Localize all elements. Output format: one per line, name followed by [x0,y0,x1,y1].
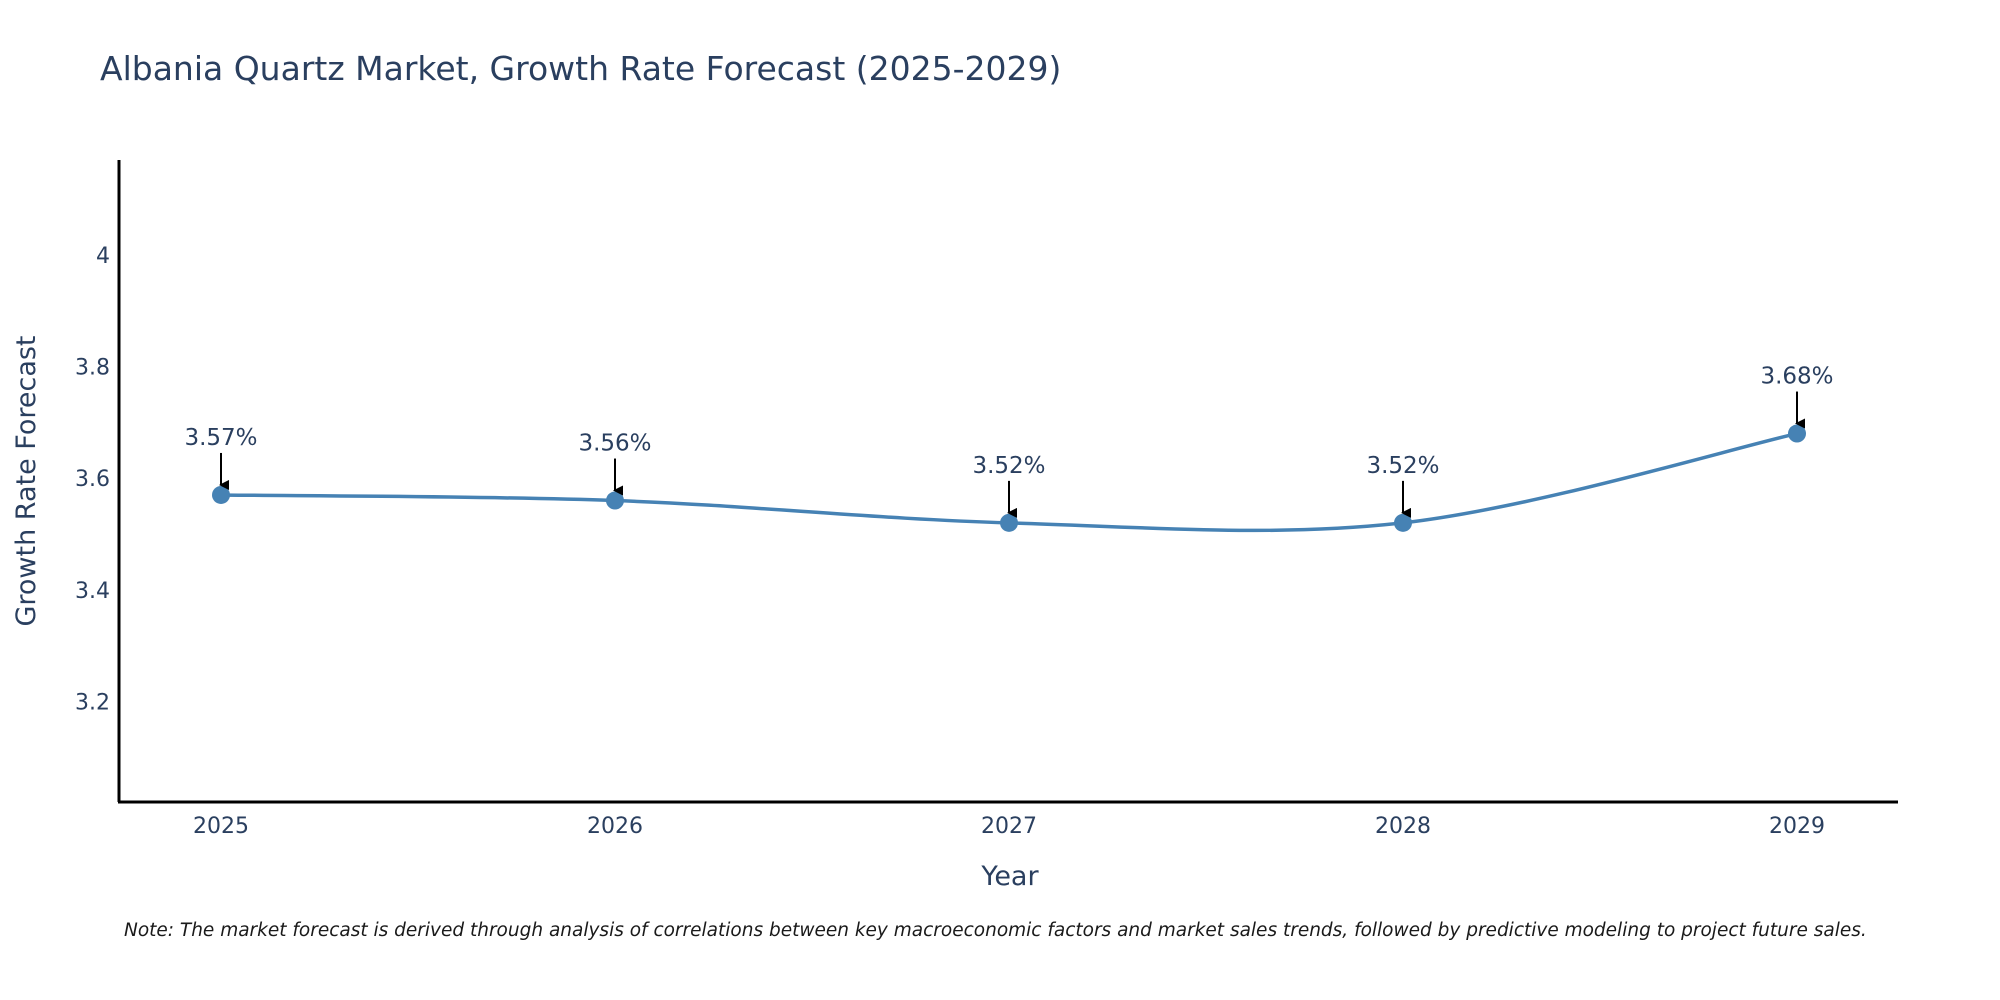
data-label: 3.68% [1760,364,1833,390]
data-label: 3.52% [1366,453,1439,479]
y-tick-label: 4 [96,244,110,269]
y-tick-label: 3.6 [75,467,110,492]
data-annotations: 3.57% 3.56% 3.52% 3.52% 3.68% [184,364,1834,518]
y-tick-label: 3.8 [75,356,110,381]
y-tick-label: 3.2 [75,691,110,716]
data-point [1000,513,1018,532]
y-axis-title: Growth Rate Forecast [11,335,42,626]
x-tick-label: 2025 [193,814,249,839]
x-axis-ticks: 2025 2026 2027 2028 2029 [193,814,1825,839]
data-point [212,485,230,504]
footnote: Note: The market forecast is derived thr… [124,920,1867,941]
data-points [212,424,1806,532]
chart-title: Albania Quartz Market, Growth Rate Forec… [100,49,1061,88]
data-label: 3.57% [184,425,257,451]
x-tick-label: 2029 [1769,814,1825,839]
x-tick-label: 2028 [1375,814,1431,839]
data-point [1788,424,1806,443]
data-point [1394,513,1412,532]
data-label: 3.52% [972,453,1045,479]
x-tick-label: 2027 [981,814,1037,839]
x-axis-title: Year [980,861,1039,892]
y-tick-label: 3.4 [75,579,110,604]
data-point [606,491,624,510]
y-axis-ticks: 3.2 3.4 3.6 3.8 4 [75,244,110,716]
data-label: 3.56% [578,431,651,457]
x-tick-label: 2026 [587,814,643,839]
